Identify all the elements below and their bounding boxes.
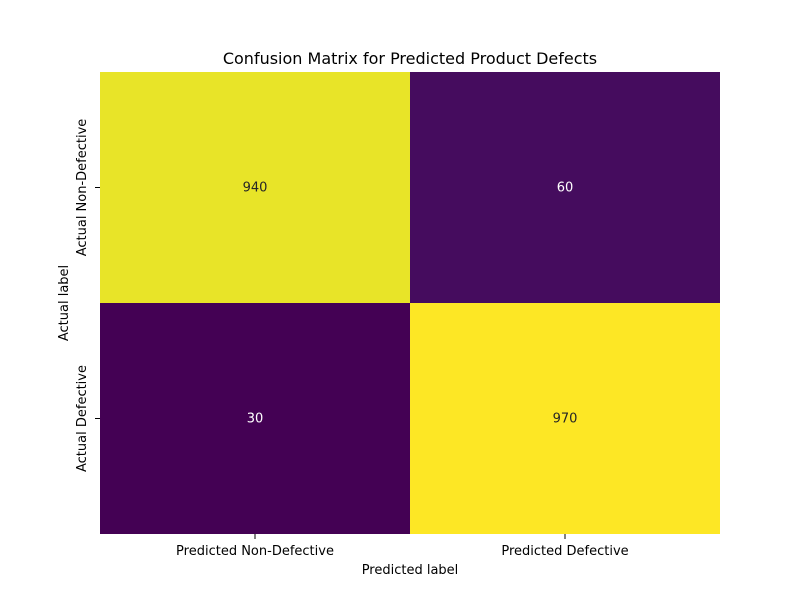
x-tick-label: Predicted Non-Defective	[176, 544, 334, 559]
y-tick-label: Actual Non-Defective	[75, 119, 90, 257]
cell-value-label: 970	[553, 412, 578, 427]
heatmap-cell	[410, 303, 720, 534]
cell-value-label: 60	[557, 181, 574, 196]
y-axis-ticks: Actual Non-Defective Actual Defective	[75, 119, 100, 472]
heatmap-cell	[410, 72, 720, 303]
heatmap-cells	[100, 72, 720, 534]
heatmap-cell	[100, 303, 410, 534]
y-tick-label: Actual Defective	[75, 365, 90, 472]
chart-title: Confusion Matrix for Predicted Product D…	[223, 49, 597, 68]
x-axis-ticks: Predicted Non-Defective Predicted Defecti…	[176, 534, 629, 559]
cell-value-label: 30	[247, 412, 264, 427]
x-tick-label: Predicted Defective	[501, 544, 628, 559]
y-axis-label: Actual label	[57, 265, 72, 341]
x-axis-label: Predicted label	[362, 563, 459, 578]
cell-value-label: 940	[243, 181, 268, 196]
heatmap-cell	[100, 72, 410, 303]
cell-annotations: 940 60 30 970	[243, 181, 578, 427]
